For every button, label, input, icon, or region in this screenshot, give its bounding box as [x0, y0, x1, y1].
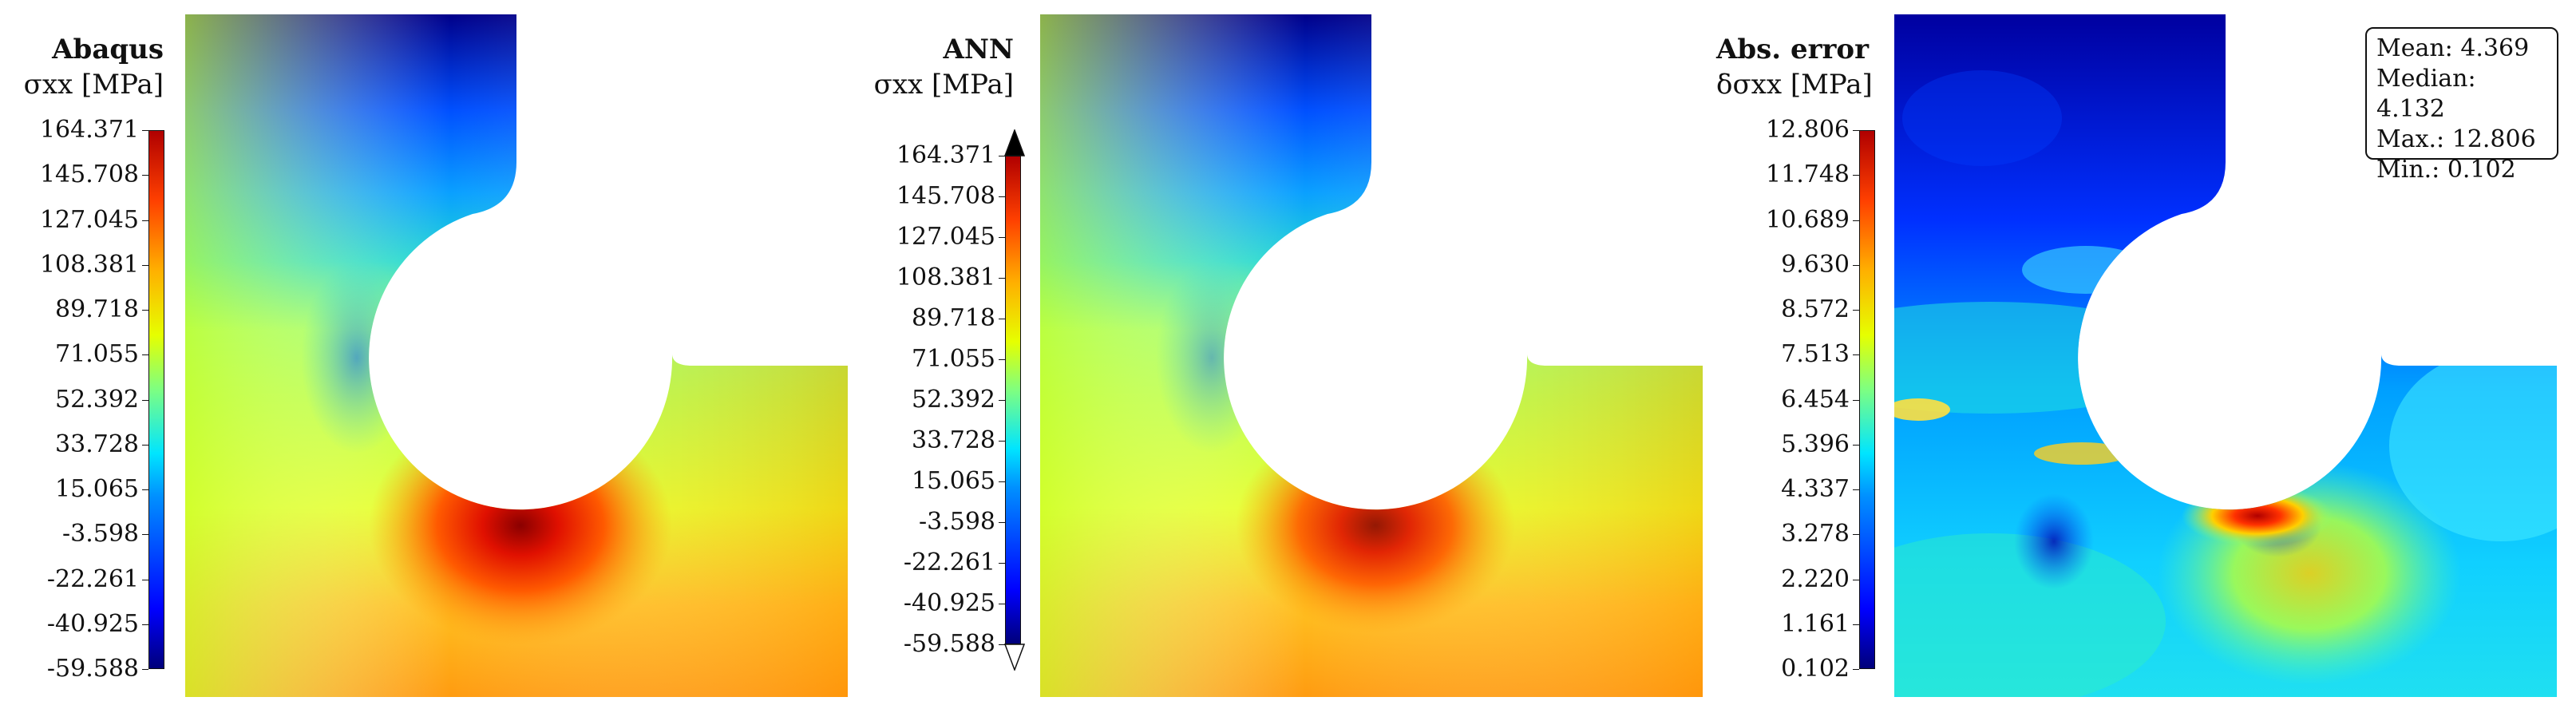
panel-abs-error: Abs. error δσxx [MPa] 12.806 11.748 10.689…: [1716, 0, 2576, 701]
stress-field-abaqus: [185, 14, 848, 697]
panel-title: Abaqus: [52, 34, 164, 65]
colorbar-tick-label: 108.381: [896, 263, 995, 291]
colorbar-tick-label: -3.598: [61, 520, 139, 549]
colorbar-tick-label: 4.337: [1781, 475, 1850, 503]
colorbar-tick-label: 145.708: [39, 160, 139, 189]
panel-title-block: ANN σxx [MPa]: [862, 32, 1014, 102]
colorbar-tick-label: 1.161: [1781, 609, 1850, 638]
error-field: [1894, 14, 2557, 697]
stress-field-ann: [1040, 14, 1703, 697]
colorbar-tick-label: 164.371: [896, 141, 995, 169]
panel-abaqus: Abaqus σxx [MPa] 164.371 145.708 127.045 10…: [0, 0, 862, 701]
colorbar-tick: [1853, 399, 1859, 401]
colorbar-tick-label: 3.278: [1781, 520, 1850, 549]
colorbar-tick-label: 71.055: [55, 340, 139, 369]
colorbar-tick-label: 89.718: [55, 295, 139, 323]
colorbar-tick: [1853, 489, 1859, 490]
colorbar-tick: [142, 354, 148, 356]
colorbar-tick: [142, 399, 148, 401]
colorbar-tick-label: -40.925: [46, 609, 139, 638]
colorbar-tick: [999, 644, 1005, 645]
colorbar-tick-label: 6.454: [1781, 385, 1850, 414]
panel-title: Abs. error: [1716, 34, 1870, 65]
colorbar-tick-label: 8.572: [1781, 295, 1850, 323]
colorbar-tick-label: -22.261: [903, 549, 995, 576]
colorbar-tick: [999, 522, 1005, 523]
colorbar-tick-label: 15.065: [55, 475, 139, 503]
colorbar: [1859, 130, 1875, 669]
panel-title-block: Abaqus σxx [MPa]: [0, 32, 164, 102]
colorbar-tick: [142, 264, 148, 266]
colorbar-tick-label: 127.045: [896, 223, 995, 251]
stat-max: Max.: 12.806: [2376, 125, 2536, 153]
colorbar: [1005, 156, 1021, 644]
colorbar-tick-label: 33.728: [912, 426, 995, 454]
colorbar: [148, 130, 164, 669]
colorbar-tick: [999, 237, 1005, 238]
colorbar-tick-label: -3.598: [918, 508, 995, 536]
colorbar-tick-label: -40.925: [903, 589, 995, 617]
colorbar-max-arrow: [1003, 129, 1026, 156]
panel-title: ANN: [943, 34, 1014, 65]
colorbar-tick-label: 127.045: [39, 205, 139, 234]
colorbar-tick-label: -59.588: [903, 630, 995, 658]
colorbar-tick: [999, 481, 1005, 482]
colorbar-tick: [142, 534, 148, 536]
quantity-label: σxx [MPa]: [23, 69, 164, 101]
colorbar-tick-label: 52.392: [912, 386, 995, 414]
colorbar-tick: [142, 669, 148, 670]
colorbar-tick: [999, 563, 1005, 564]
stat-median: Median: 4.132: [2376, 65, 2476, 123]
error-stats-box: Mean: 4.369 Median: 4.132 Max.: 12.806 M…: [2365, 27, 2558, 184]
colorbar-tick: [1853, 264, 1859, 266]
colorbar-tick: [142, 310, 148, 311]
colorbar-tick: [1853, 354, 1859, 356]
colorbar-tick-label: 9.630: [1781, 250, 1850, 279]
stat-min: Min.: 0.102: [2376, 156, 2516, 184]
colorbar-tick: [142, 220, 148, 221]
colorbar-tick: [1853, 175, 1859, 176]
colorbar-tick: [142, 489, 148, 490]
colorbar-tick-label: 71.055: [912, 345, 995, 373]
colorbar-tick: [999, 400, 1005, 401]
colorbar-tick-label: 11.748: [1766, 160, 1850, 189]
colorbar-tick-label: 2.220: [1781, 564, 1850, 593]
colorbar-tick: [142, 624, 148, 625]
colorbar-tick: [1853, 310, 1859, 311]
colorbar-tick-label: 5.396: [1781, 430, 1850, 458]
colorbar-min-arrow: [1003, 644, 1026, 671]
colorbar-tick-label: 7.513: [1781, 340, 1850, 369]
colorbar-tick-label: 0.102: [1781, 655, 1850, 683]
colorbar-tick: [142, 175, 148, 176]
colorbar-tick: [1853, 534, 1859, 536]
colorbar-tick-label: 10.689: [1766, 205, 1850, 234]
colorbar-tick-label: -59.588: [46, 655, 139, 683]
quantity-label: σxx [MPa]: [873, 69, 1014, 101]
colorbar-tick-label: 89.718: [912, 304, 995, 332]
panel-title-block: Abs. error δσxx [MPa]: [1716, 32, 1873, 102]
colorbar-tick-label: -22.261: [46, 564, 139, 593]
colorbar-tick-label: 108.381: [39, 250, 139, 279]
colorbar-tick: [1853, 624, 1859, 625]
stat-mean: Mean: 4.369: [2376, 34, 2530, 62]
colorbar-tick: [1853, 444, 1859, 446]
quantity-label: δσxx [MPa]: [1716, 69, 1873, 101]
colorbar-tick-label: 12.806: [1766, 116, 1850, 144]
panel-ann: ANN σxx [MPa] 164.371 145.708 127.045 108.3…: [862, 0, 1716, 701]
colorbar-tick: [1853, 220, 1859, 221]
colorbar-tick: [1853, 669, 1859, 670]
colorbar-tick: [999, 278, 1005, 279]
colorbar-tick: [999, 359, 1005, 360]
colorbar-tick: [142, 130, 148, 131]
colorbar-tick-label: 33.728: [55, 430, 139, 458]
colorbar-tick-label: 145.708: [896, 182, 995, 210]
colorbar-tick: [999, 441, 1005, 442]
colorbar-tick: [1853, 130, 1859, 131]
colorbar-tick: [999, 196, 1005, 197]
colorbar-tick: [142, 444, 148, 446]
colorbar-tick-label: 15.065: [912, 467, 995, 495]
colorbar-tick-label: 52.392: [55, 385, 139, 414]
colorbar-tick-label: 164.371: [39, 116, 139, 144]
